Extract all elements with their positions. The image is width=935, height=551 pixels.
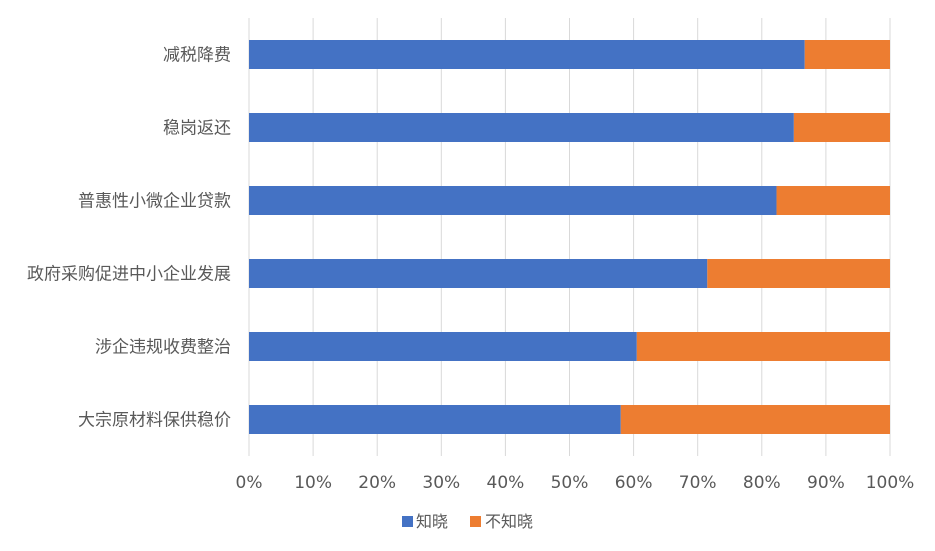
x-tick-label: 80% [743, 473, 781, 493]
x-tick-label: 60% [615, 473, 653, 493]
gridlines [248, 18, 891, 456]
x-tick-label: 10% [294, 473, 332, 493]
x-tick-label: 50% [551, 473, 589, 493]
legend-label-known: 知晓 [416, 512, 448, 531]
legend: 知晓 不知晓 [402, 512, 533, 531]
x-axis-tick-labels: 0% 10% 20% 30% 40% 50% 60% 70% 80% 90% 100% [236, 473, 915, 493]
legend-label-unknown: 不知晓 [485, 512, 533, 531]
category-label: 稳岗返还 [163, 119, 231, 139]
x-tick-label: 0% [236, 473, 263, 493]
x-tick-label: 90% [807, 473, 845, 493]
legend-swatch-known [402, 516, 413, 527]
bar-segment-known [249, 332, 637, 361]
bar-segment-unknown [776, 186, 890, 215]
bar-segment-known [249, 405, 621, 434]
bar-segment-known [249, 259, 708, 288]
bar-segment-unknown [804, 40, 890, 69]
legend-swatch-unknown [470, 516, 481, 527]
bar-segment-known [249, 40, 805, 69]
bar-segment-known [249, 186, 777, 215]
bar-segment-known [249, 113, 794, 142]
x-tick-label: 30% [422, 473, 460, 493]
category-label: 政府采购促进中小企业发展 [27, 265, 231, 285]
bar-segment-unknown [707, 259, 890, 288]
bar-segment-unknown [793, 113, 890, 142]
x-tick-label: 20% [358, 473, 396, 493]
bars [249, 40, 890, 434]
category-label: 普惠性小微企业贷款 [78, 192, 231, 212]
category-label: 大宗原材料保供稳价 [78, 411, 231, 431]
x-tick-label: 100% [866, 473, 915, 493]
x-tick-label: 70% [679, 473, 717, 493]
bar-segment-unknown [636, 332, 890, 361]
category-labels: 减税降费稳岗返还普惠性小微企业贷款政府采购促进中小企业发展涉企违规收费整治大宗原… [27, 46, 231, 431]
category-label: 减税降费 [163, 46, 231, 66]
category-label: 涉企违规收费整治 [95, 338, 231, 358]
x-tick-label: 40% [487, 473, 525, 493]
bar-segment-unknown [620, 405, 890, 434]
